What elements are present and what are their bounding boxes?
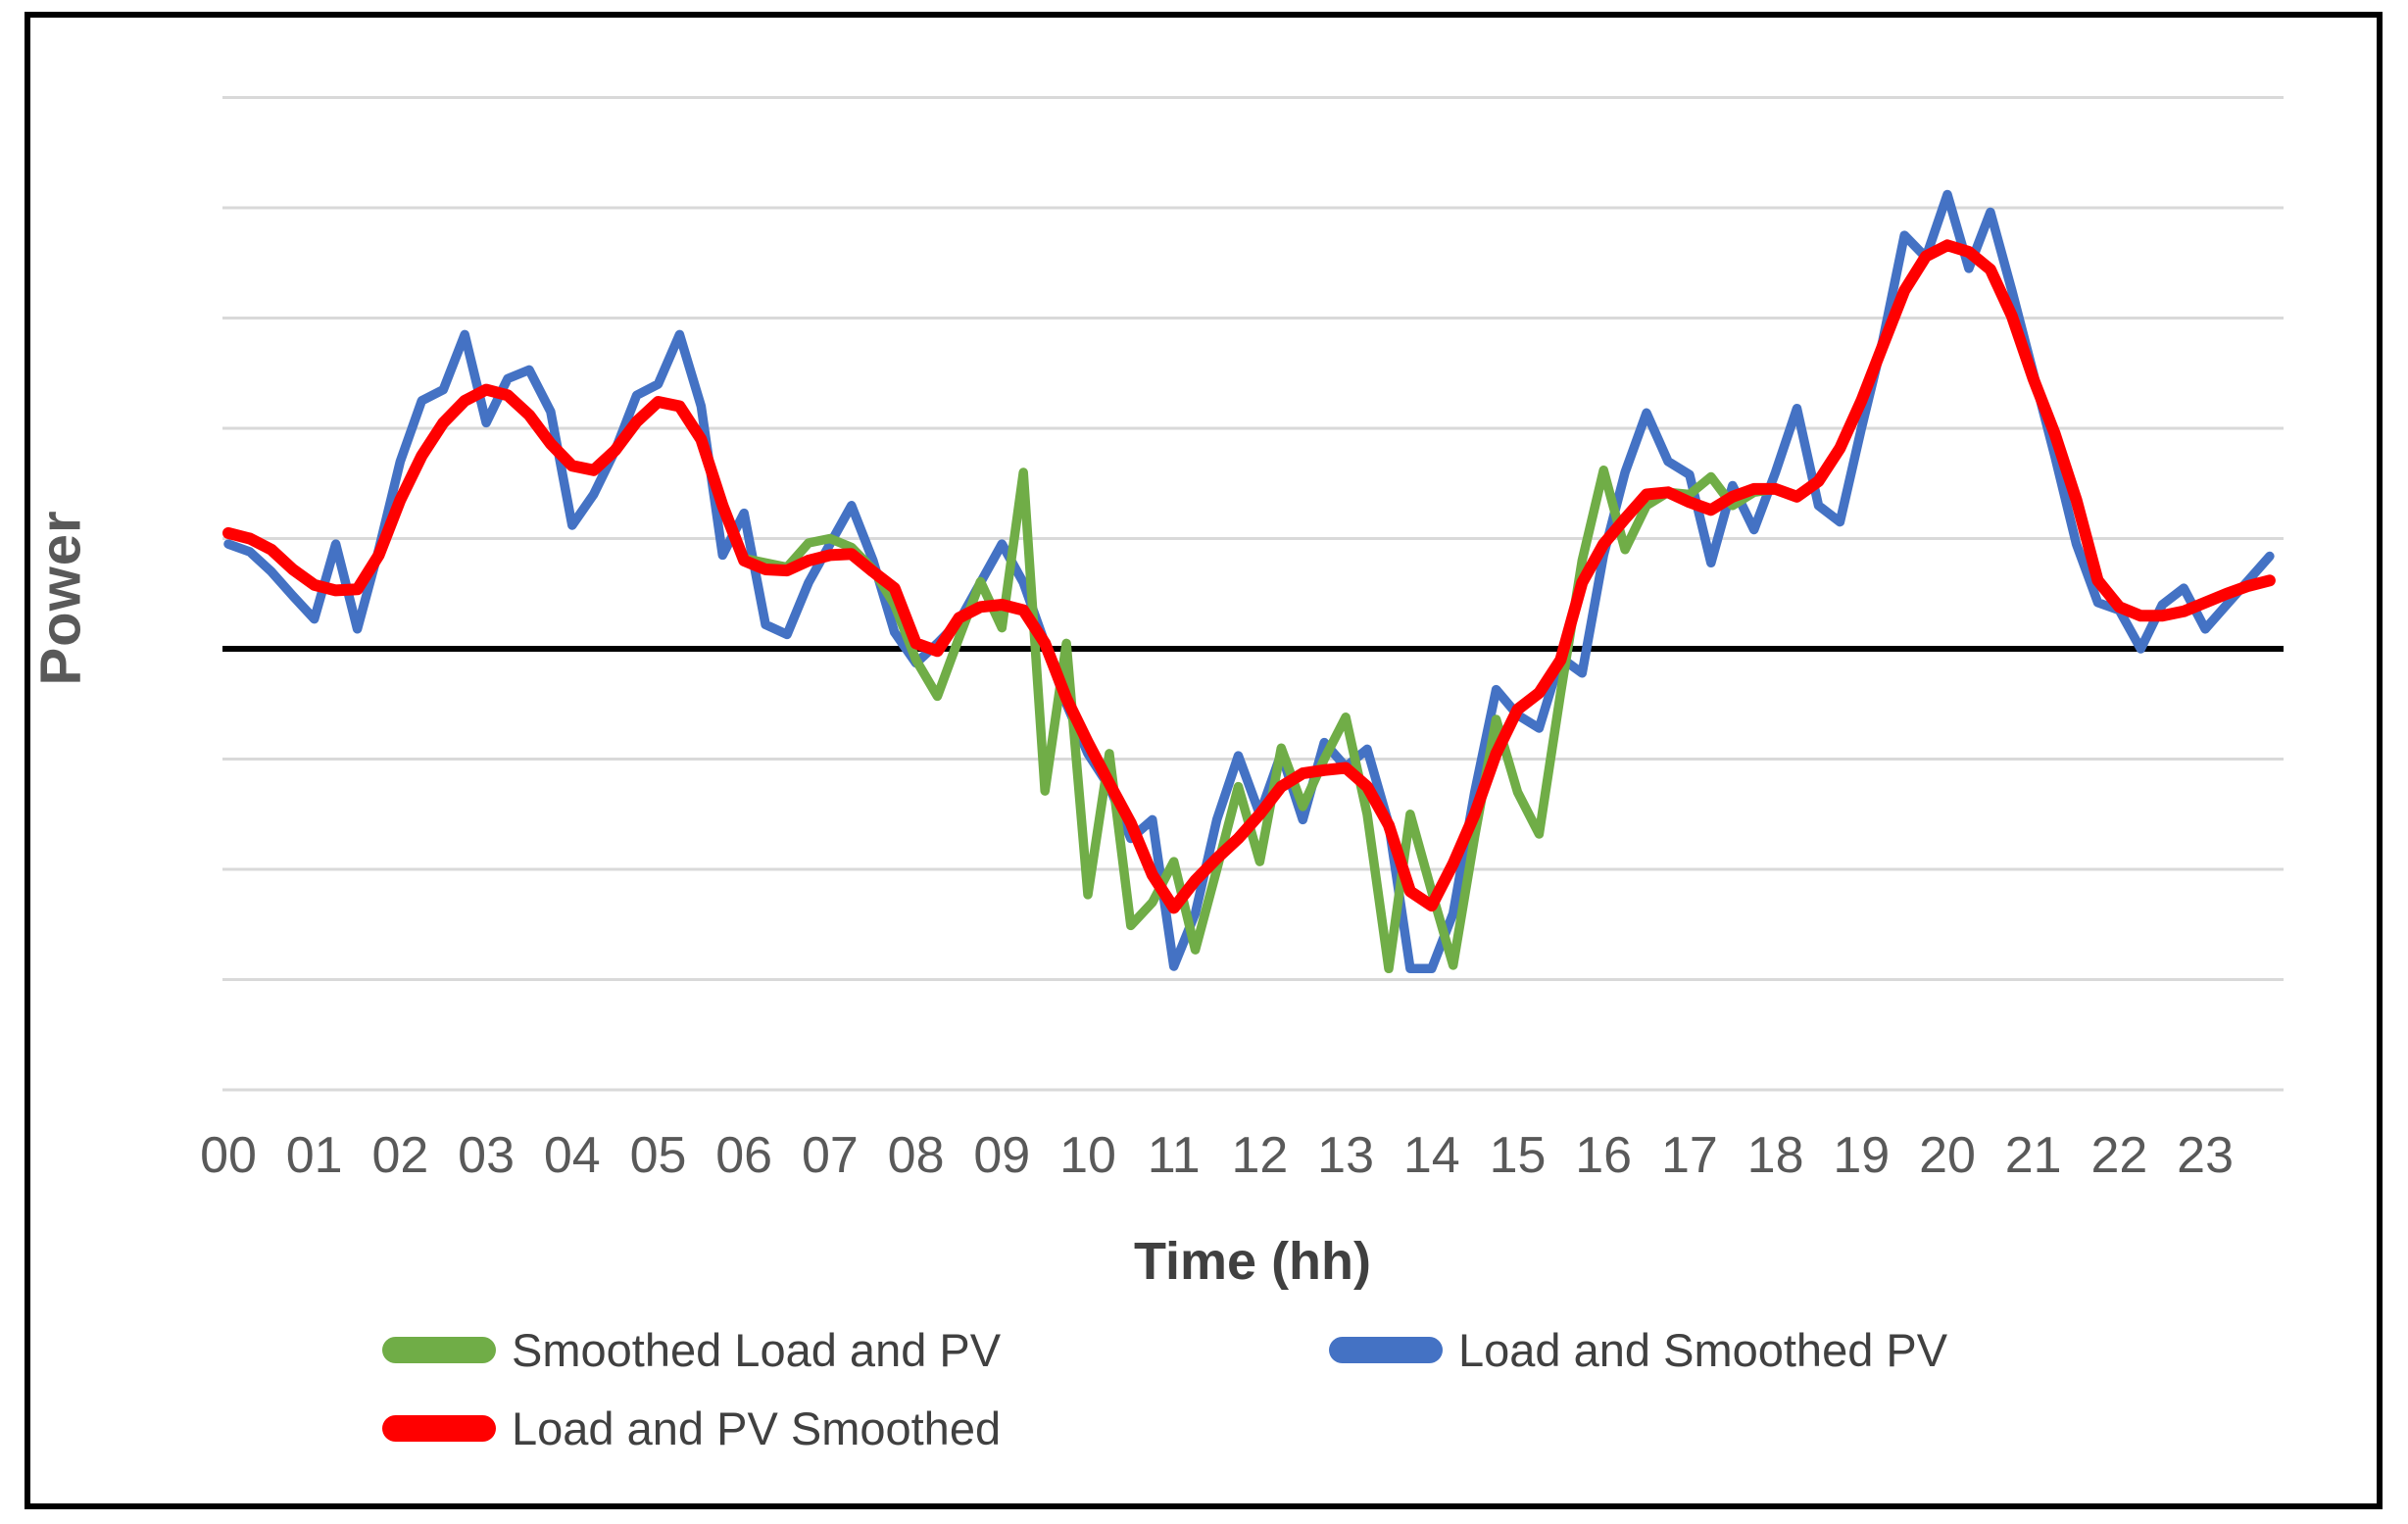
legend-item-load-and-pv-smoothed: Load and PV Smoothed	[382, 1401, 1001, 1455]
x-tick-label: 20	[1919, 1127, 1976, 1184]
x-tick-label: 17	[1661, 1127, 1718, 1184]
series-line-smoothed-load-and-pv	[223, 240, 2275, 974]
x-tick-label: 21	[2005, 1127, 2062, 1184]
x-tick-label: 06	[715, 1127, 772, 1184]
legend-label: Load and Smoothed PV	[1458, 1323, 1948, 1376]
x-tick-label: 08	[888, 1127, 945, 1184]
x-tick-label: 19	[1833, 1127, 1890, 1184]
series-line-load-and-pv-smoothed	[222, 239, 2276, 914]
legend-item-smoothed-load-and-pv: Smoothed Load and PV	[382, 1322, 1001, 1377]
x-tick-label: 07	[802, 1127, 859, 1184]
x-tick-label: 09	[973, 1127, 1030, 1184]
x-tick-label: 00	[200, 1127, 257, 1184]
x-tick-label: 15	[1490, 1127, 1547, 1184]
legend-swatch-red	[382, 1414, 496, 1442]
y-axis-title-text: Power	[28, 510, 93, 686]
x-tick-label: 01	[286, 1127, 343, 1184]
x-tick-label: 14	[1403, 1127, 1460, 1184]
legend-swatch-blue	[1329, 1336, 1443, 1363]
series-line-load-and-smoothed-pv	[223, 189, 2275, 974]
x-tick-label: 16	[1575, 1127, 1632, 1184]
x-tick-label: 11	[1148, 1127, 1201, 1184]
x-tick-label: 03	[458, 1127, 515, 1184]
x-tick-label: 05	[630, 1127, 687, 1184]
legend-label: Smoothed Load and PV	[512, 1323, 1002, 1376]
x-tick-label: 13	[1317, 1127, 1374, 1184]
legend-label: Load and PV Smoothed	[512, 1401, 1002, 1454]
x-tick-label: 02	[371, 1127, 428, 1184]
x-tick-label: 04	[544, 1127, 601, 1184]
legend-item-load-and-smoothed-pv: Load and Smoothed PV	[1329, 1322, 1947, 1377]
x-axis-title: Time (hh)	[1134, 1232, 1371, 1291]
x-tick-label: 22	[2090, 1127, 2147, 1184]
x-tick-label: 23	[2177, 1127, 2234, 1184]
x-tick-label: 12	[1231, 1127, 1288, 1184]
legend-swatch-green	[382, 1336, 496, 1363]
x-tick-label: 18	[1747, 1127, 1804, 1184]
x-tick-label: 10	[1059, 1127, 1116, 1184]
